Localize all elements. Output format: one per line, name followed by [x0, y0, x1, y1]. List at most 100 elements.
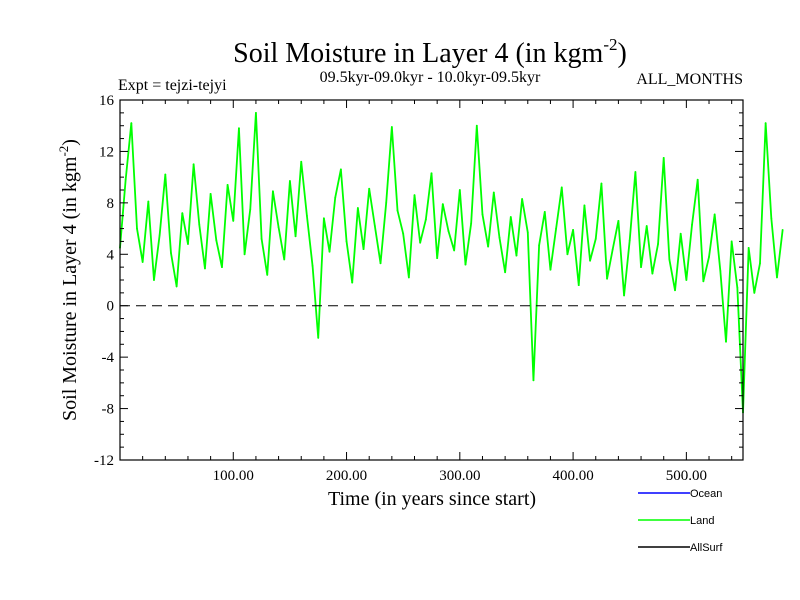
data-point-land — [702, 280, 705, 283]
y-tick-label: -4 — [102, 350, 115, 366]
data-point-land — [696, 178, 699, 181]
data-point-land — [266, 273, 269, 276]
y-tick-label: 4 — [107, 247, 115, 263]
data-point-land — [339, 168, 342, 171]
data-point-land — [317, 336, 320, 339]
data-point-land — [538, 244, 541, 247]
legend-label-allsurf: AllSurf — [690, 542, 723, 554]
data-point-land — [668, 258, 671, 261]
data-point-land — [198, 223, 201, 226]
data-point-land — [674, 289, 676, 292]
data-point-land — [204, 267, 206, 270]
data-point-land — [526, 231, 529, 234]
x-tick-label: 400.00 — [552, 468, 593, 484]
data-point-land — [430, 172, 433, 175]
data-point-land — [164, 173, 167, 176]
data-point-land — [441, 203, 444, 206]
data-point-land — [504, 271, 507, 274]
data-point-land — [232, 219, 235, 222]
months-label: ALL_MONTHS — [636, 71, 743, 88]
data-point-land — [158, 234, 161, 236]
y-tick-label: -8 — [102, 402, 115, 418]
data-point-land — [651, 272, 654, 275]
data-point-land — [691, 223, 693, 226]
data-point-land — [475, 124, 478, 127]
data-point-land — [130, 122, 133, 125]
y-axis-label: Soil Moisture in Layer 4 (in kgm-2) — [56, 139, 81, 421]
data-point-land — [294, 235, 297, 238]
data-point-land — [628, 239, 631, 242]
data-point-land — [458, 189, 461, 191]
data-point-land — [260, 237, 263, 240]
data-point-land — [725, 340, 727, 343]
data-point-land — [436, 257, 439, 260]
data-point-land — [238, 127, 240, 130]
data-point-land — [322, 217, 325, 220]
data-point-land — [640, 266, 642, 269]
data-point-land — [141, 261, 144, 263]
data-point-land — [272, 190, 274, 193]
data-point-land — [249, 208, 252, 211]
data-point-land — [685, 279, 688, 281]
data-point-land — [345, 240, 348, 243]
data-point-land — [328, 250, 331, 253]
data-point-land — [589, 259, 591, 262]
data-point-land — [379, 262, 382, 265]
data-point-land — [187, 243, 189, 245]
title-group: Soil Moisture in Layer 4 (in kgm-2) Expt… — [118, 35, 743, 94]
expt-label: Expt = tejzi-tejyi — [118, 77, 227, 94]
chart-title-main: Soil Moisture in Layer 4 (in kgm — [233, 38, 603, 69]
data-point-land — [747, 246, 750, 249]
data-point-land — [509, 216, 512, 218]
data-point-land — [555, 227, 557, 230]
data-point-land — [124, 178, 127, 181]
legend-label-land: Land — [690, 515, 714, 527]
data-point-land — [577, 284, 580, 287]
data-point-land — [385, 201, 388, 204]
data-point-land — [424, 218, 427, 221]
data-point-land — [311, 264, 314, 267]
data-point-land — [713, 213, 716, 216]
data-point-land — [356, 207, 359, 209]
data-point-land — [515, 254, 518, 257]
data-point-land — [708, 255, 710, 258]
data-point-land — [226, 183, 229, 186]
data-point-land — [351, 281, 354, 284]
data-point-land — [368, 187, 371, 190]
data-point-land — [402, 232, 405, 235]
data-point-land — [736, 286, 739, 289]
data-point-land — [781, 228, 784, 231]
data-point-land — [753, 291, 756, 294]
data-point-land — [600, 182, 603, 185]
chart-title-sup: -2 — [603, 35, 617, 54]
data-point-land — [453, 249, 456, 252]
data-point-land — [481, 213, 484, 216]
data-point-land — [300, 160, 303, 163]
data-point-land — [175, 285, 178, 288]
data-point-land — [662, 156, 665, 159]
y-tick-label: -12 — [94, 453, 114, 469]
data-point-land — [611, 248, 614, 251]
x-tick-label: 500.00 — [666, 468, 707, 484]
data-point-land — [583, 204, 586, 207]
data-point-land — [289, 180, 291, 182]
y-axis-label-close: ) — [59, 139, 81, 146]
data-point-land — [560, 186, 563, 189]
data-point-land — [679, 232, 682, 235]
legend-label-ocean: Ocean — [690, 488, 722, 500]
data-point-land — [776, 276, 778, 279]
y-axis-label-main: Soil Moisture in Layer 4 (in kgm — [59, 156, 81, 421]
data-point-land — [221, 266, 223, 269]
series-line-land — [119, 111, 784, 414]
plot-frame — [119, 99, 744, 461]
data-point-land — [730, 240, 733, 243]
data-point-land — [390, 126, 393, 128]
data-point-land — [419, 241, 422, 244]
data-point-land — [470, 222, 473, 225]
x-tick-label: 100.00 — [213, 468, 254, 484]
data-point-land — [362, 248, 365, 251]
data-point-land — [521, 198, 524, 200]
data-point-land — [181, 212, 184, 215]
data-point-land — [147, 200, 150, 203]
